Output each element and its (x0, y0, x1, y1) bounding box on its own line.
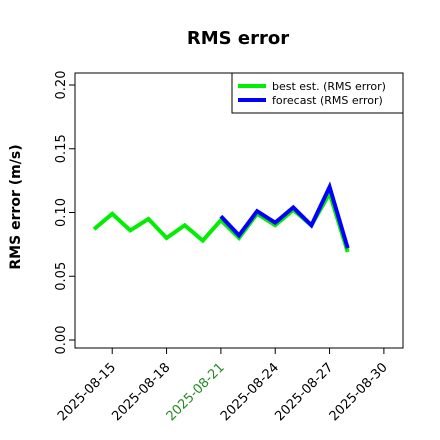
legend-label: forecast (RMS error) (272, 94, 383, 107)
legend-box (231, 72, 404, 114)
y-tick-label: 0.00 (54, 326, 69, 355)
y-axis-label: RMS error (m/s) (8, 144, 24, 269)
y-tick-label: 0.05 (54, 262, 69, 291)
y-tick-label: 0.20 (54, 71, 69, 100)
x-axis: 2025-08-152025-08-182025-08-212025-08-24… (55, 348, 391, 424)
chart-title: RMS error (187, 28, 289, 49)
y-axis: 0.00 0.05 0.10 0.15 0.20 (54, 71, 75, 355)
y-tick-label: 0.10 (54, 198, 69, 227)
legend: best est. (RMS error)forecast (RMS error… (231, 72, 404, 114)
series-line-forecast (219, 181, 350, 249)
series-layer (92, 181, 350, 253)
legend-label: best est. (RMS error) (272, 80, 386, 93)
y-tick-label: 0.15 (54, 134, 69, 163)
plot-frame (74, 72, 404, 349)
x-tick-label: 2025-08-30 (327, 360, 391, 424)
